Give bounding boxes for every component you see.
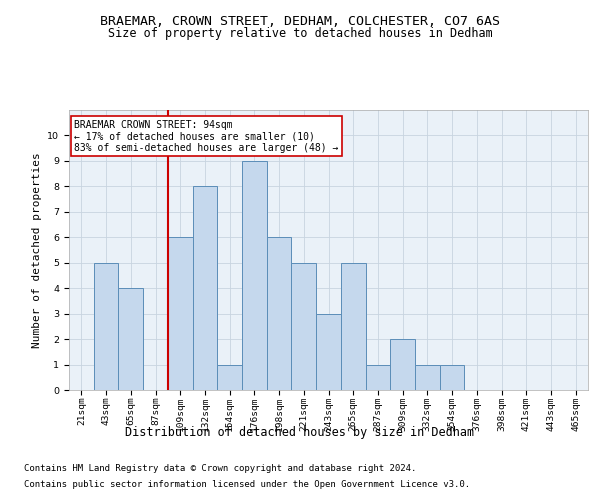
Bar [316, 314, 341, 390]
Bar [341, 262, 365, 390]
Text: BRAEMAR, CROWN STREET, DEDHAM, COLCHESTER, CO7 6AS: BRAEMAR, CROWN STREET, DEDHAM, COLCHESTE… [100, 15, 500, 28]
Bar [267, 238, 292, 390]
Text: Distribution of detached houses by size in Dedham: Distribution of detached houses by size … [125, 426, 475, 439]
Bar [242, 161, 267, 390]
Text: Contains HM Land Registry data © Crown copyright and database right 2024.: Contains HM Land Registry data © Crown c… [24, 464, 416, 473]
Bar [440, 364, 464, 390]
Bar [217, 364, 242, 390]
Bar [94, 262, 118, 390]
Bar [390, 339, 415, 390]
Text: Contains public sector information licensed under the Open Government Licence v3: Contains public sector information licen… [24, 480, 470, 489]
Bar [168, 238, 193, 390]
Text: Size of property relative to detached houses in Dedham: Size of property relative to detached ho… [107, 28, 493, 40]
Bar [415, 364, 440, 390]
Bar [193, 186, 217, 390]
Y-axis label: Number of detached properties: Number of detached properties [32, 152, 42, 348]
Bar [292, 262, 316, 390]
Bar [118, 288, 143, 390]
Text: BRAEMAR CROWN STREET: 94sqm
← 17% of detached houses are smaller (10)
83% of sem: BRAEMAR CROWN STREET: 94sqm ← 17% of det… [74, 120, 338, 153]
Bar [365, 364, 390, 390]
